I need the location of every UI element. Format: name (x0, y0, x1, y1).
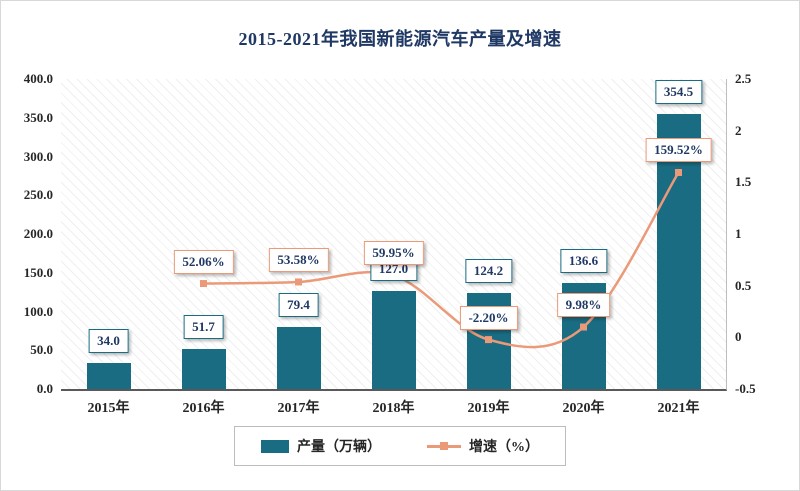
x-axis-label: 2018年 (372, 401, 415, 416)
plot-area: 34.0 51.7 79.4 127.0 124.2 136.6 354.5 52.06% 53… (61, 79, 727, 391)
secondary-axis-tick-label: -0.5 (735, 381, 756, 396)
legend-label-growth: 增速（%） (469, 440, 539, 455)
secondary-axis-tick-label: 0 (735, 329, 742, 345)
production-swatch-icon (261, 439, 289, 453)
growth-marker (200, 280, 207, 288)
secondary-axis-tick-label: 1 (735, 226, 742, 241)
bar-value-label: 51.7 (183, 314, 224, 339)
y-axis-tick-label: 350.0 (23, 109, 53, 125)
y-axis-tick-label: 150.0 (23, 264, 53, 280)
growth-marker (580, 323, 587, 331)
growth-line-layer (200, 168, 682, 349)
growth-marker (295, 278, 302, 286)
y-axis-tick-label: 400.0 (23, 71, 53, 86)
y-axis-tick-label: 200.0 (23, 226, 53, 241)
legend-label-production: 产量（万辆） (297, 440, 381, 455)
legend: 产量（万辆） 增速（%） (234, 426, 566, 466)
y-axis-tick-label: 0.0 (36, 381, 53, 396)
growth-swatch-icon (427, 440, 461, 453)
y-axis-tick-label: 250.0 (23, 187, 53, 203)
bar-value-label: 79.4 (278, 293, 319, 318)
growth-value-label: 53.58% (268, 247, 329, 272)
production-bar (86, 362, 131, 389)
x-axis-label: 2017年 (277, 401, 320, 416)
growth-value-label: 9.98% (556, 293, 611, 318)
growth-value-label: 59.95% (363, 241, 424, 266)
x-axis-label: 2020年 (562, 401, 605, 416)
x-axis-label: 2015年 (87, 401, 130, 416)
secondary-axis-tick-label: 2 (735, 122, 742, 138)
growth-value-label: 52.06% (173, 249, 234, 274)
y-axis-tick-label: 100.0 (23, 303, 53, 319)
y-axis-tick-label: 300.0 (23, 148, 53, 164)
legend-item-production: 产量（万辆） (261, 436, 381, 456)
secondary-axis-tick-label: 1.5 (735, 174, 752, 190)
bar-value-label: 124.2 (464, 258, 513, 283)
bar-value-label: 136.6 (559, 249, 608, 274)
production-bar (371, 290, 416, 389)
bar-value-label: 34.0 (88, 328, 129, 353)
chart-title: 2015-2021年我国新能源汽车产量及增速 (238, 29, 562, 49)
growth-value-label: -2.20% (459, 305, 518, 330)
x-axis-label: 2019年 (467, 401, 510, 416)
x-axis-label: 2016年 (182, 401, 225, 416)
production-bar (276, 327, 321, 389)
legend-item-growth: 增速（%） (427, 436, 539, 456)
secondary-axis-tick-label: 0.5 (735, 277, 752, 293)
growth-marker (675, 168, 682, 176)
growth-value-label: 159.52% (645, 138, 712, 163)
x-axis-label: 2021年 (657, 401, 700, 416)
secondary-axis-tick-label: 2.5 (735, 71, 752, 86)
bar-value-label: 354.5 (654, 80, 703, 105)
growth-marker (485, 336, 492, 344)
y-axis-tick-label: 50.0 (30, 342, 53, 358)
production-bar (181, 348, 226, 389)
growth-swatch-marker (440, 442, 448, 450)
